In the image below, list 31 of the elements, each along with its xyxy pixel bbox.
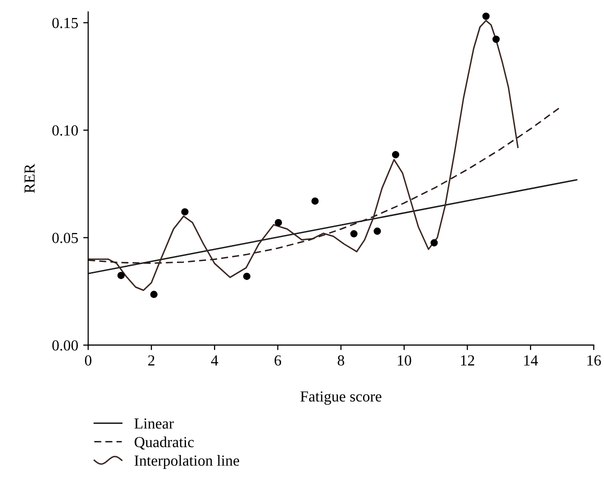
x-axis-title: Fatigue score	[300, 391, 382, 405]
legend-label: Interpolation line	[134, 455, 240, 469]
point	[311, 197, 319, 205]
point	[392, 151, 400, 158]
y-axis-title: RER	[24, 164, 35, 193]
point	[492, 36, 500, 43]
x-tick-label: 4	[211, 355, 218, 366]
y-tick-label: 0.00	[52, 340, 78, 351]
legend-label: Quadratic	[134, 436, 194, 450]
legend-label: Linear	[134, 418, 174, 429]
x-tick-label: 6	[274, 355, 282, 366]
point	[482, 12, 490, 20]
x-tick-label: 16	[587, 355, 601, 366]
x-tick-label: 12	[461, 355, 474, 366]
y-tick-label: 0.15	[52, 18, 78, 28]
x-tick-label: 0	[84, 355, 92, 366]
point	[117, 272, 125, 280]
x-tick-label: 14	[524, 355, 538, 366]
point	[350, 230, 358, 238]
point	[374, 228, 381, 235]
point	[274, 218, 282, 226]
point	[243, 272, 250, 280]
x-tick-label: 2	[148, 355, 154, 366]
x-tick-label: 10	[398, 355, 412, 366]
point	[181, 208, 189, 216]
y-tick-label: 0.05	[52, 232, 78, 244]
y-tick-label: 0.10	[52, 125, 78, 136]
point	[430, 239, 438, 246]
point	[150, 290, 158, 298]
line-series	[88, 108, 560, 264]
x-tick-label: 8	[338, 355, 344, 366]
